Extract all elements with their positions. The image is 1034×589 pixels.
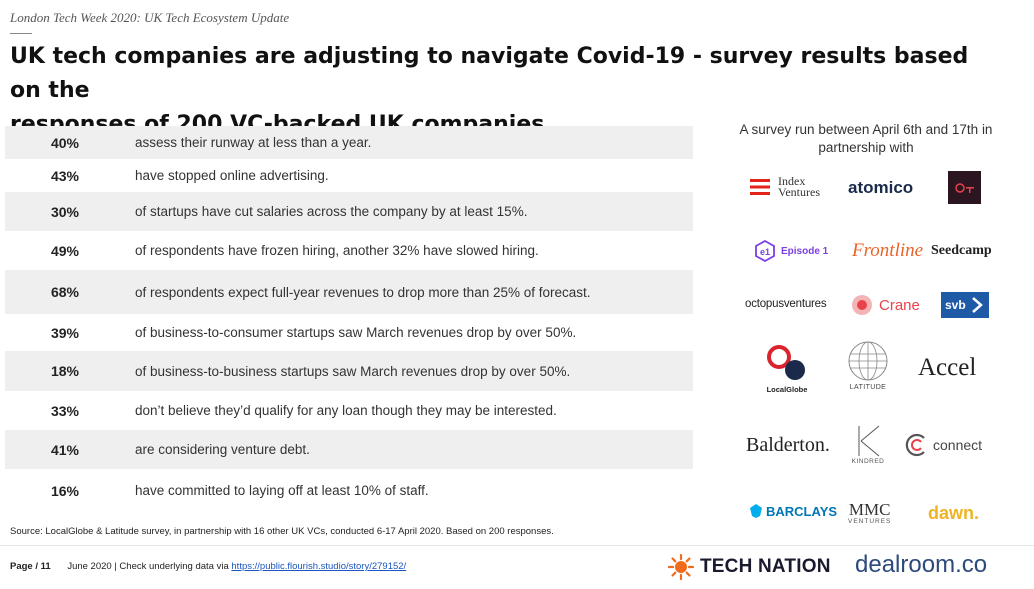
localglobe-logo: LocalGlobe <box>765 343 809 394</box>
report-kicker: London Tech Week 2020: UK Tech Ecosystem… <box>10 10 290 25</box>
latitude-logo: LATITUDE <box>847 340 889 391</box>
stat-row: 33% don’t believe they’d qualify for any… <box>5 391 693 430</box>
stat-percent: 43% <box>50 167 80 184</box>
stat-percent: 39% <box>50 324 80 341</box>
stat-text: are considering venture debt. <box>135 442 310 457</box>
connect-logo: connect <box>904 432 982 458</box>
stat-text: of respondents expect full-year revenues… <box>135 284 591 300</box>
survey-stats-list: 40% assess their runway at less than a y… <box>5 126 693 512</box>
flourish-data-link[interactable]: https://public.flourish.studio/story/279… <box>231 561 407 572</box>
latitude-globe-icon <box>848 341 888 381</box>
dawn-wordmark: dawn. <box>928 503 980 523</box>
frontline-logo: Frontline <box>852 240 923 262</box>
survey-note-line-1: A survey run between April 6th and 17th … <box>739 122 993 137</box>
kindred-k-icon <box>858 425 880 457</box>
mmc-wordmark: MMC <box>848 500 891 519</box>
footer-divider <box>0 545 1034 546</box>
ff-mark-icon <box>954 182 974 193</box>
stat-text: assess their runway at less than a year. <box>135 135 372 150</box>
octopus-wordmark: octopusventures <box>745 298 827 310</box>
dawn-logo: dawn. <box>928 503 979 524</box>
stat-row: 68% of respondents expect full-year reve… <box>5 270 693 314</box>
stat-percent: 30% <box>50 203 80 220</box>
stat-row: 16% have committed to laying off at leas… <box>5 469 693 512</box>
tech-nation-brand: TECH NATION <box>668 554 831 580</box>
localglobe-wordmark: LocalGlobe <box>766 385 808 394</box>
survey-note-line-2: partnership with <box>818 140 914 155</box>
stat-row: 39% of business-to-consumer startups saw… <box>5 314 693 351</box>
stat-percent: 33% <box>50 402 80 419</box>
date-note: June 2020 | Check underlying data via <box>67 561 229 572</box>
atomico-logo: atomico <box>848 178 913 198</box>
barclays-wordmark: BARCLAYS <box>766 503 838 519</box>
balderton-logo: Balderton. <box>746 434 830 457</box>
page-number: Page / 11 <box>10 561 51 572</box>
stat-text: of respondents have frozen hiring, anoth… <box>135 243 539 258</box>
stat-percent: 18% <box>50 363 80 379</box>
index-ventures-line-1: Index <box>778 174 806 188</box>
stat-row: 30% of startups have cut salaries across… <box>5 192 693 231</box>
stat-text: have stopped online advertising. <box>135 168 329 183</box>
stat-text: of business-to-business startups saw Mar… <box>135 363 571 379</box>
stat-text: don’t believe they’d qualify for any loa… <box>135 403 557 418</box>
stat-row: 49% of respondents have frozen hiring, a… <box>5 231 693 270</box>
episode1-badge-icon: e1 <box>755 240 775 262</box>
localglobe-mark-icon <box>767 345 805 380</box>
svb-logo: svb <box>941 292 989 318</box>
svb-wordmark: svb <box>945 298 966 312</box>
stat-percent: 41% <box>50 441 80 458</box>
index-ventures-line-2: Ventures <box>778 185 820 199</box>
kicker-divider <box>10 33 32 34</box>
dealroom-wordmark: dealroom <box>855 551 956 578</box>
mmc-ventures-logo: MMC VENTURES <box>848 501 891 525</box>
accel-wordmark: Accel <box>918 354 977 381</box>
connect-mark-icon <box>905 433 925 457</box>
index-ventures-logo: Index Ventures <box>748 174 820 199</box>
stat-text: of business-to-consumer startups saw Mar… <box>135 325 577 340</box>
barclays-eagle-icon <box>750 504 762 518</box>
seedcamp-wordmark: Seedcamp <box>931 243 992 258</box>
page-footer: Page / 11 June 2020 | Check underlying d… <box>10 561 406 572</box>
dealroom-tld: .co <box>955 551 988 578</box>
episode1-logo: e1 Episode 1 <box>754 240 828 262</box>
stat-row: 41% are considering venture debt. <box>5 430 693 469</box>
ff-venture-logo <box>948 171 981 204</box>
stat-percent: 49% <box>50 242 80 259</box>
octopus-ventures-logo: octopusventures <box>745 298 827 310</box>
frontline-wordmark: Frontline <box>852 240 924 261</box>
accel-logo: Accel <box>918 354 976 382</box>
crane-mark-icon <box>852 295 872 315</box>
stat-row: 40% assess their runway at less than a y… <box>5 126 693 159</box>
crane-logo: Crane <box>850 294 920 316</box>
crane-wordmark: Crane <box>879 296 920 314</box>
barclays-logo: BARCLAYS <box>749 503 837 519</box>
latitude-wordmark: LATITUDE <box>849 384 887 391</box>
atomico-wordmark: atomico <box>848 178 914 197</box>
survey-partners-note: A survey run between April 6th and 17th … <box>720 121 1012 157</box>
stat-row: 18% of business-to-business startups saw… <box>5 351 693 391</box>
balderton-wordmark: Balderton. <box>746 434 830 456</box>
stat-row: 43% have stopped online advertising. <box>5 159 693 192</box>
mmc-subtitle: VENTURES <box>848 518 892 525</box>
svb-chevron-icon <box>971 297 983 313</box>
seedcamp-logo: Seedcamp <box>931 243 992 259</box>
stat-text: have committed to laying off at least 10… <box>135 483 429 498</box>
dealroom-brand: dealroom.co <box>855 551 987 579</box>
kindred-wordmark: KINDRED <box>851 458 885 465</box>
tech-nation-sun-icon <box>668 554 694 580</box>
tech-nation-wordmark: TECH NATION <box>700 556 831 577</box>
connect-wordmark: connect <box>933 437 983 453</box>
index-ventures-mark-icon <box>750 179 770 195</box>
stat-text: of startups have cut salaries across the… <box>135 204 528 219</box>
kindred-logo: KINDRED <box>851 424 885 465</box>
stat-percent: 40% <box>50 134 80 151</box>
stat-percent: 68% <box>50 284 80 300</box>
title-line-1: UK tech companies are adjusting to navig… <box>10 44 969 103</box>
source-note: Source: LocalGlobe & Latitude survey, in… <box>10 526 554 537</box>
episode1-wordmark: Episode 1 <box>781 245 829 257</box>
svg-text:e1: e1 <box>760 247 770 257</box>
stat-percent: 16% <box>50 482 80 499</box>
